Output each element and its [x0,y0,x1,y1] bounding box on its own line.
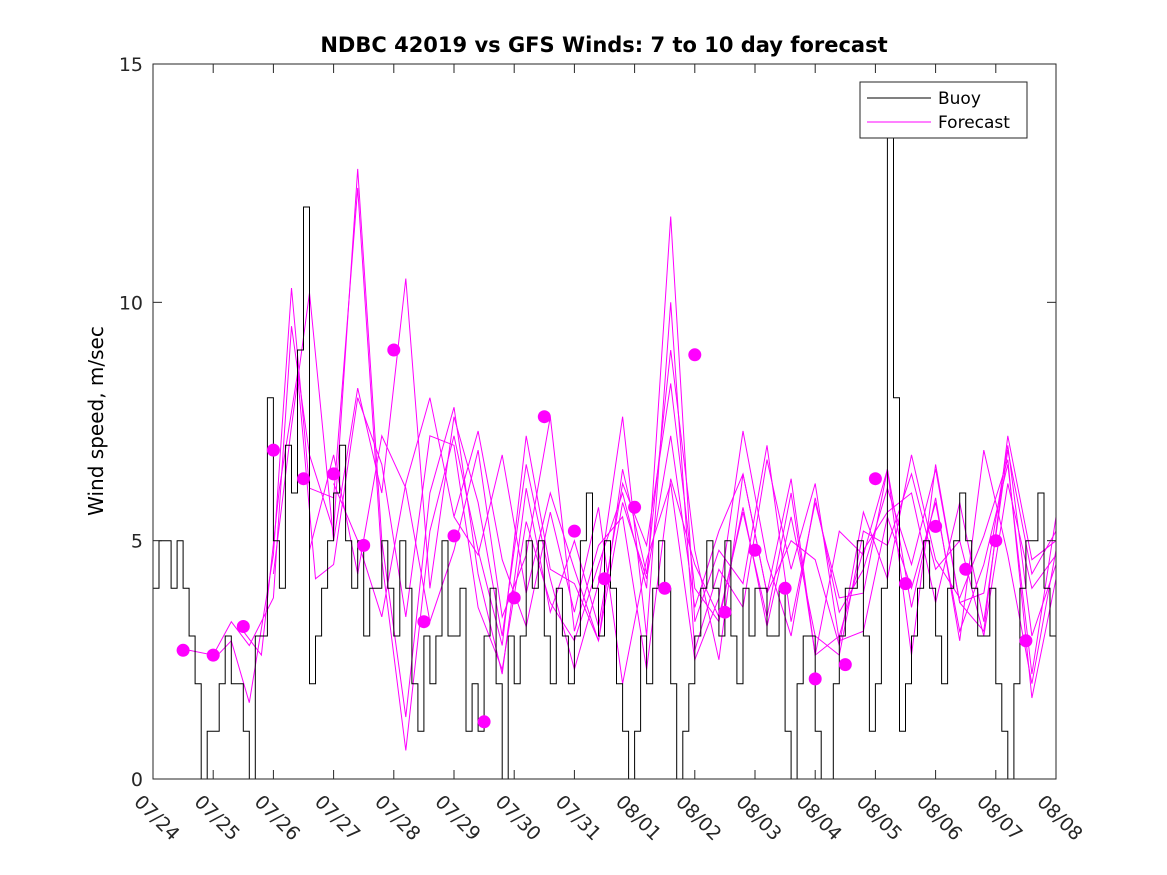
forecast-marker [808,672,822,686]
forecast-marker [929,519,943,533]
forecast-marker [598,572,611,586]
forecast-marker [628,500,642,514]
y-axis-label: Wind speed, m/sec [84,326,108,516]
forecast-marker [778,581,792,595]
forecast-marker [357,538,371,552]
forecast-marker [658,581,672,595]
forecast-marker [507,591,521,605]
forecast-marker [206,648,220,662]
forecast-marker [327,467,341,481]
legend: Buoy Forecast [859,81,1028,139]
y-tick-label: 10 [119,292,143,314]
y-tick-label: 5 [131,531,143,553]
forecast-marker [477,715,491,729]
forecast-marker [838,658,852,672]
forecast-marker [959,562,973,576]
forecast-marker [236,620,250,633]
series-layer [153,111,1057,780]
forecast-marker [537,410,551,424]
chart-title: NDBC 42019 vs GFS Winds: 7 to 10 day for… [320,33,887,57]
legend-box [859,81,1028,139]
legend-forecast-label: Forecast [938,113,1010,133]
forecast-marker [297,472,310,486]
y-tick-label: 0 [131,769,143,791]
y-tick-label: 15 [119,54,143,76]
forecast-marker [447,529,461,543]
forecast-marker [899,577,912,591]
forecast-marker [417,615,431,629]
forecast-marker [387,343,401,357]
marker-layer [176,343,1033,729]
legend-buoy-label: Buoy [938,89,981,109]
forecast-marker [718,605,732,619]
forecast-marker [868,472,882,486]
forecast-line-7 [453,430,1057,684]
forecast-marker [989,534,1003,548]
plot-frame [152,63,1057,780]
forecast-marker [688,348,702,362]
forecast-marker [266,443,280,457]
plot-area [153,64,1056,779]
forecast-marker [748,543,762,557]
buoy-line [153,111,1057,780]
forecast-marker [1019,634,1033,648]
forecast-marker [567,524,581,538]
forecast-marker [176,643,190,657]
